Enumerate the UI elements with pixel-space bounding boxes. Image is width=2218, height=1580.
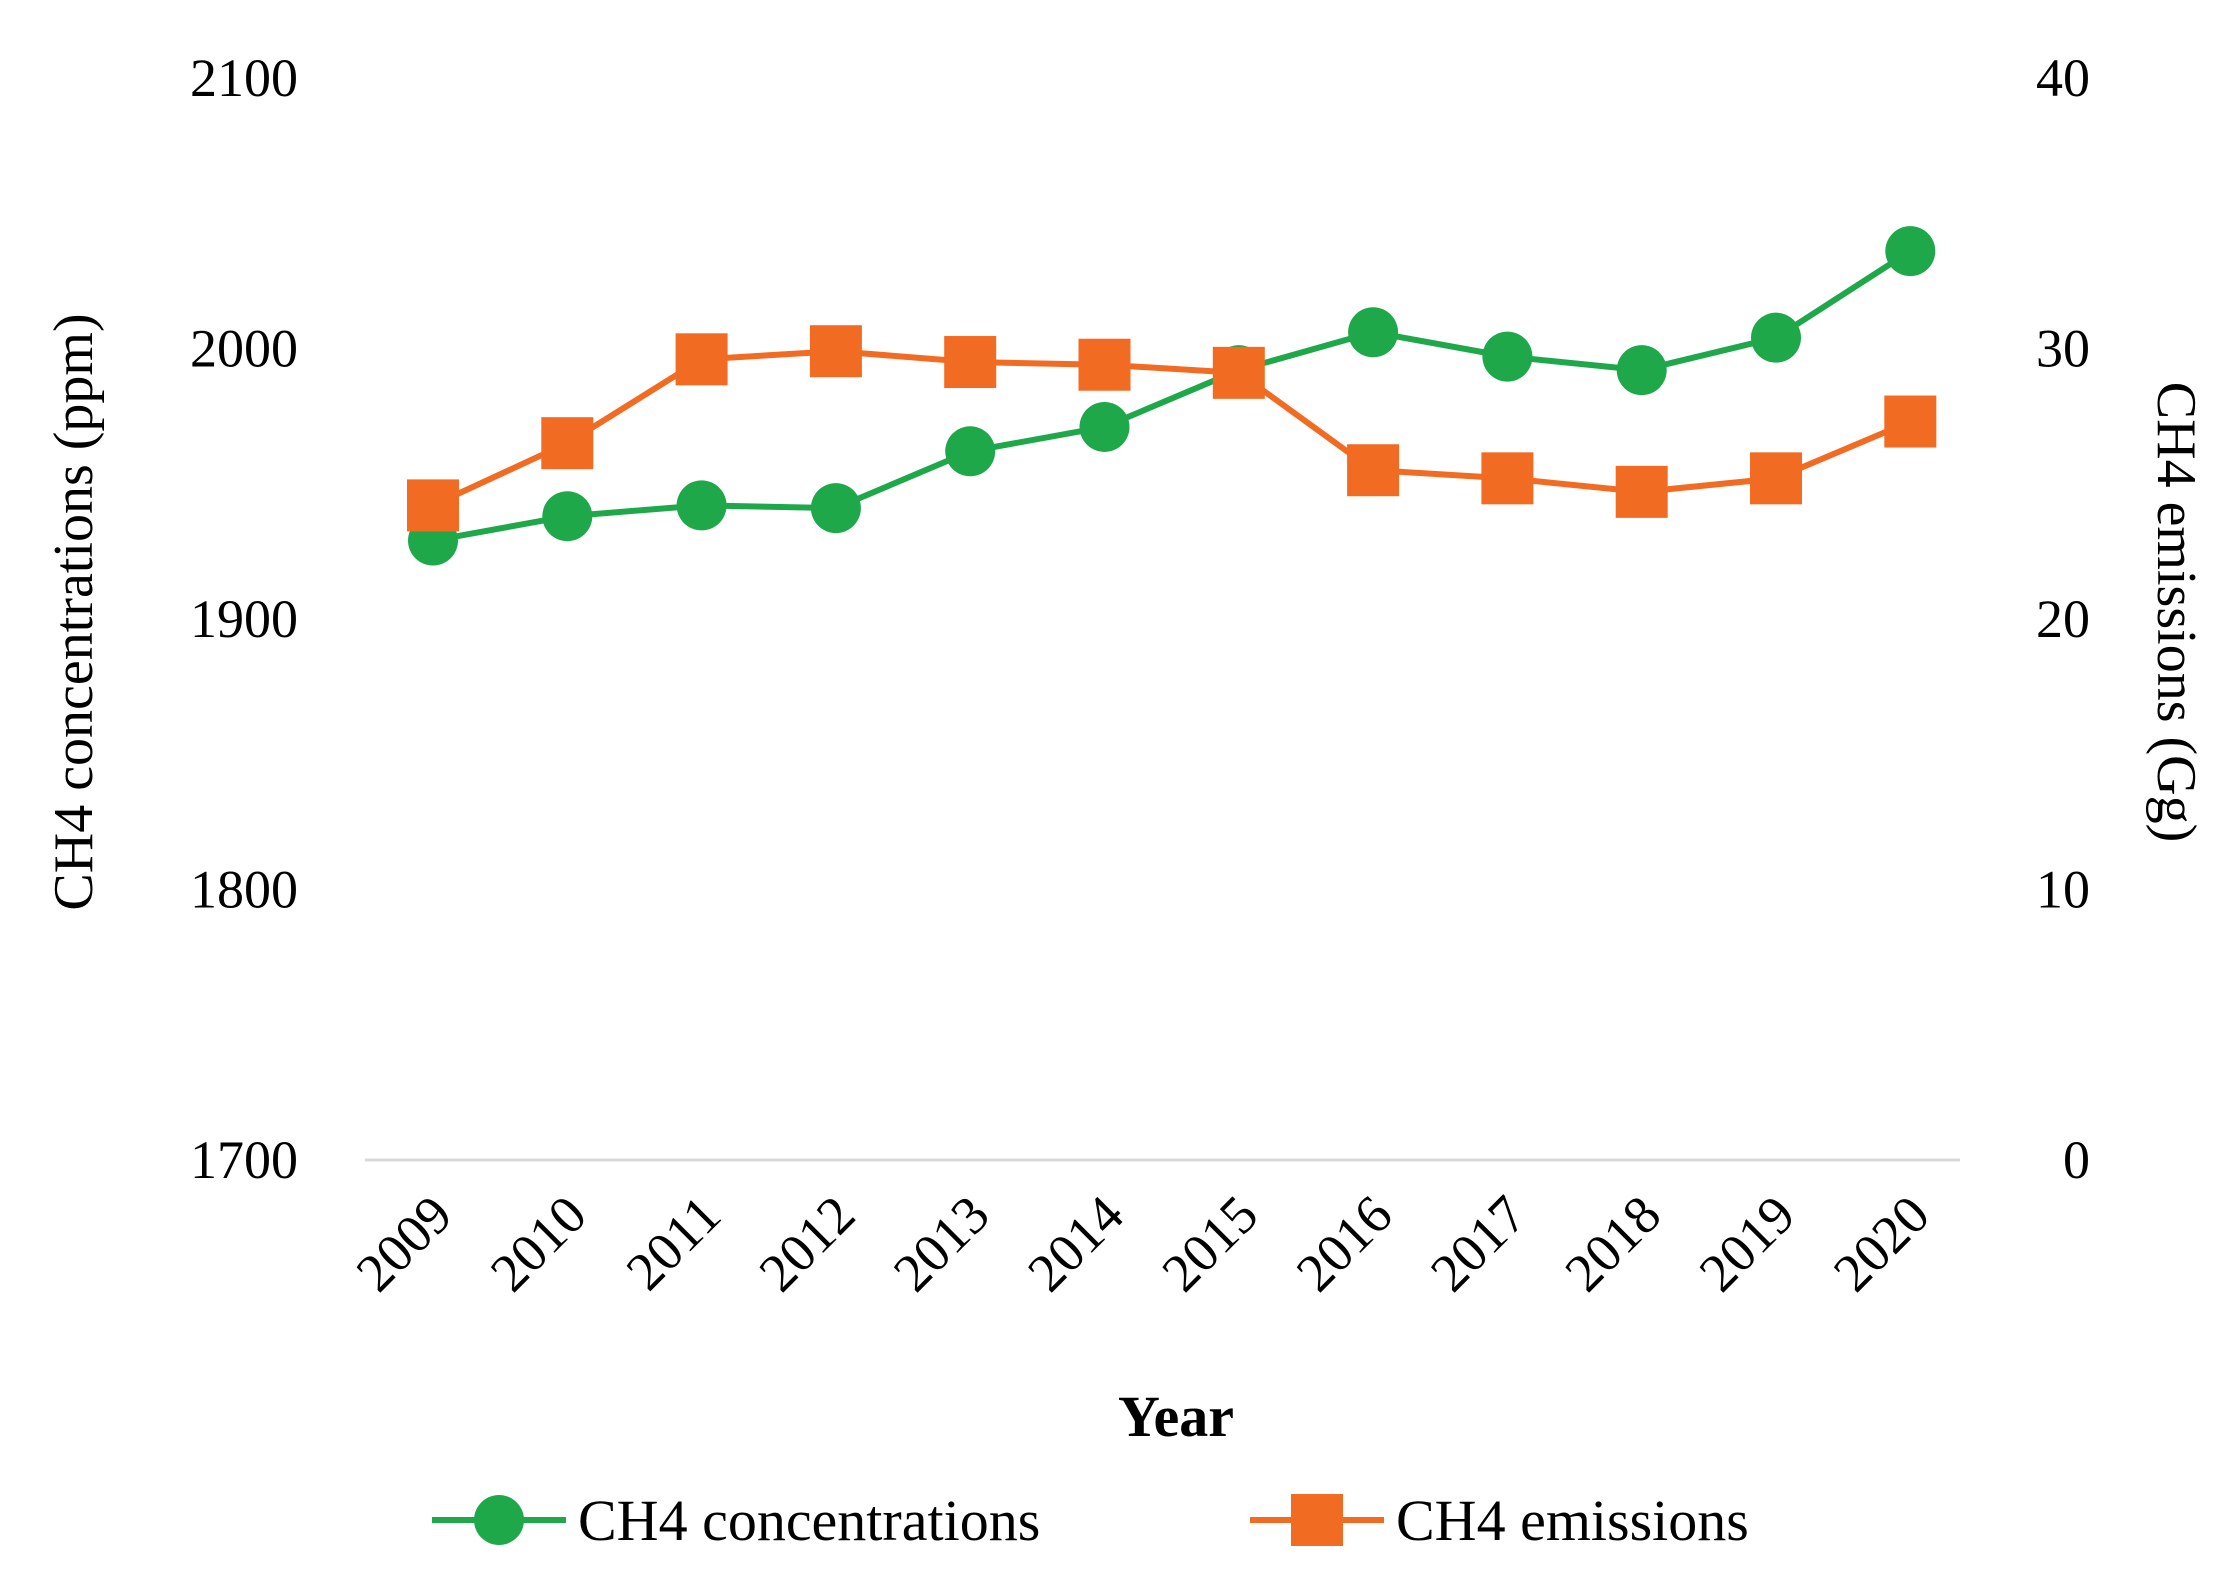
- legend-label-emissions: CH4 emissions: [1396, 1488, 1749, 1553]
- y-left-tick-label: 2100: [190, 48, 298, 108]
- y-left-tick-label: 1700: [190, 1130, 298, 1190]
- legend-item-ch4-concentrations: CH4 concentrations: [432, 1488, 1040, 1553]
- x-tick-label: 2017: [1419, 1184, 1538, 1303]
- data-point-circle: [1751, 312, 1801, 363]
- data-point-square: [541, 417, 594, 470]
- y-axis-left-title: CH4 concentrations (ppm): [43, 313, 105, 910]
- y-left-tick-label: 1900: [190, 589, 298, 649]
- data-point-circle: [1482, 331, 1533, 382]
- y-axis-right-title: CH4 emissions (Gg): [2145, 382, 2207, 842]
- data-point-circle: [945, 426, 996, 477]
- data-point-square: [1481, 452, 1534, 505]
- data-point-square: [1884, 395, 1937, 448]
- data-point-circle: [542, 491, 593, 542]
- legend-marker-circle: [474, 1495, 524, 1545]
- data-point-square: [944, 336, 997, 389]
- x-tick-label: 2011: [615, 1184, 732, 1301]
- series-layer: [407, 226, 1937, 566]
- series-line: [432, 248, 1912, 544]
- y-right-tick-label: 20: [2036, 589, 2090, 649]
- data-point-square: [1750, 452, 1802, 505]
- data-point-square: [675, 333, 728, 386]
- data-point-square: [407, 479, 459, 532]
- legend: CH4 concentrations CH4 emissions: [432, 1488, 1749, 1553]
- data-point-circle: [1079, 401, 1130, 452]
- x-tick-label: 2010: [479, 1184, 598, 1303]
- data-point-circle: [1616, 345, 1667, 396]
- x-tick-label: 2009: [345, 1184, 464, 1303]
- x-tick-label: 2018: [1553, 1184, 1672, 1303]
- data-point-square: [1078, 338, 1131, 391]
- legend-label-concentrations: CH4 concentrations: [578, 1488, 1040, 1553]
- data-point-square: [809, 325, 862, 378]
- y-left-tick-label: 2000: [190, 319, 298, 379]
- legend-marker-square: [1291, 1494, 1343, 1546]
- y-right-tick-label: 30: [2036, 319, 2090, 379]
- left-axis-ticks: 1700 1800 1900 2000 2100: [190, 48, 298, 1190]
- data-point-square: [1347, 444, 1400, 497]
- legend-item-ch4-emissions: CH4 emissions: [1250, 1488, 1749, 1553]
- series-line: [431, 348, 1912, 509]
- data-point-circle: [1885, 226, 1936, 277]
- data-point-square: [1212, 346, 1265, 399]
- x-tick-label: 2013: [882, 1184, 1001, 1303]
- x-axis-title: Year: [1118, 1384, 1234, 1449]
- x-tick-label: 2015: [1150, 1184, 1269, 1303]
- x-tick-label: 2014: [1016, 1184, 1135, 1303]
- data-point-square: [1615, 465, 1668, 518]
- x-tick-label: 2016: [1285, 1184, 1404, 1303]
- data-point-circle: [676, 480, 727, 531]
- y-right-tick-label: 10: [2036, 860, 2090, 920]
- right-axis-ticks: 0 10 20 30 40: [2036, 48, 2090, 1190]
- x-tick-label: 2020: [1822, 1184, 1941, 1303]
- series-ch4-emissions: [407, 325, 1937, 532]
- x-tick-label: 2012: [748, 1184, 867, 1303]
- series-ch4-concentrations: [408, 226, 1936, 566]
- y-left-tick-label: 1800: [190, 860, 298, 920]
- data-point-circle: [810, 483, 861, 534]
- y-right-tick-label: 0: [2063, 1130, 2090, 1190]
- y-right-tick-label: 40: [2036, 48, 2090, 108]
- x-tick-label: 2019: [1688, 1184, 1807, 1303]
- x-axis-ticks: 2009 2010 2011 2012 2013 2014 2015 2016 2017 2018…: [345, 1184, 1941, 1303]
- data-point-circle: [1348, 307, 1399, 358]
